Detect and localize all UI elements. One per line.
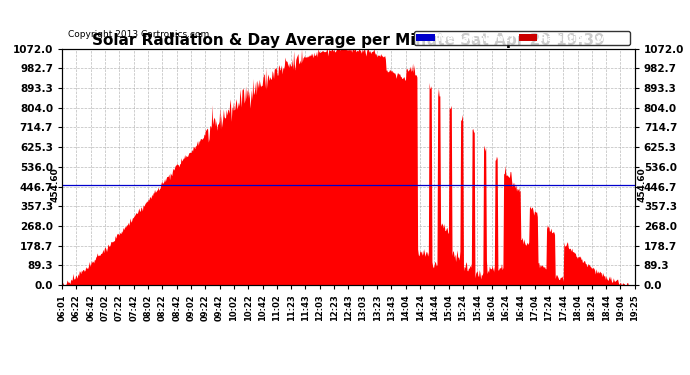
Title: Solar Radiation & Day Average per Minute Sat Apr 20 19:39: Solar Radiation & Day Average per Minute… [92,33,605,48]
Text: 454.60: 454.60 [638,168,647,202]
Legend: Median (w/m2), Radiation (w/m2): Median (w/m2), Radiation (w/m2) [414,31,630,45]
Text: Copyright 2013 Cartronics.com: Copyright 2013 Cartronics.com [68,30,209,39]
Text: 454.60: 454.60 [50,168,59,202]
